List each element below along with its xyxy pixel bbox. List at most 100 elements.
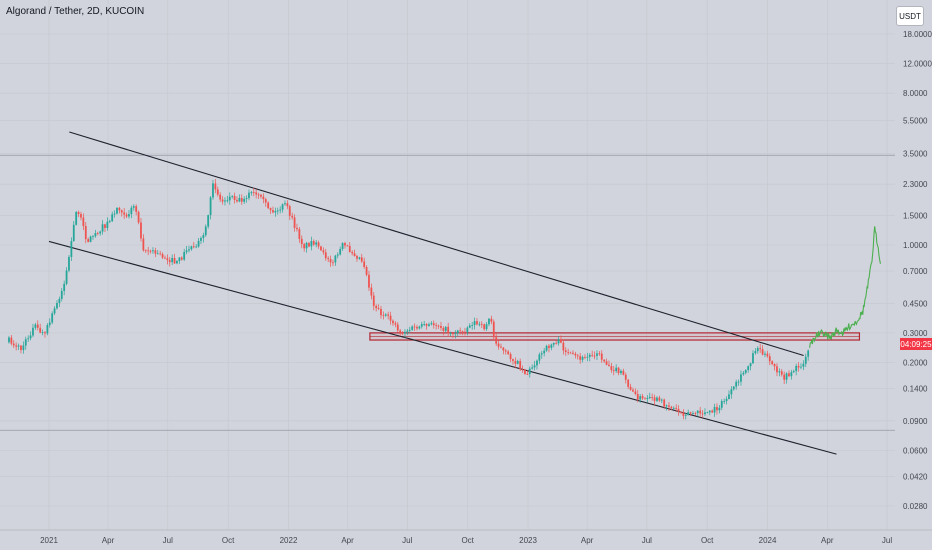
candle-body: [39, 327, 42, 333]
candle-body: [99, 231, 102, 234]
candle-body: [548, 345, 550, 348]
candle-body: [694, 413, 697, 414]
candle-body: [452, 333, 454, 335]
y-tick-label: 2.3000: [903, 180, 928, 189]
candle-body: [802, 363, 805, 367]
candle-body: [579, 356, 582, 360]
candle-body: [248, 192, 250, 199]
candle-body: [454, 333, 457, 335]
candle-body: [711, 410, 714, 413]
candle-body: [492, 321, 495, 338]
candle-body: [456, 330, 459, 334]
x-tick-label: Jul: [163, 536, 173, 545]
candle-body: [185, 250, 188, 253]
candle-body: [130, 207, 133, 215]
candle-body: [665, 405, 668, 407]
candle-body: [252, 192, 255, 193]
candle-body: [800, 366, 802, 368]
candle-body: [267, 202, 270, 209]
candle-body: [334, 255, 337, 263]
candle-body: [243, 198, 246, 202]
y-tick-label: 0.0280: [903, 502, 928, 511]
grid-lines: [0, 0, 895, 530]
y-axis[interactable]: 18.0000 12.0000 8.0000 5.5000 3.5000 2.3000 1.…: [896, 0, 932, 550]
candle-body: [807, 350, 810, 357]
candle-body: [538, 354, 541, 361]
candle-body: [735, 381, 738, 387]
candle-body: [255, 192, 258, 195]
candle-body: [701, 413, 704, 415]
candle-body: [797, 365, 800, 368]
candle-body: [293, 217, 296, 228]
candle-body: [596, 353, 598, 356]
candle-body: [416, 326, 418, 329]
candle-body: [72, 224, 75, 242]
channel-lower-line[interactable]: [48, 240, 837, 455]
y-tick-label: 0.4500: [903, 299, 928, 308]
candle-body: [372, 295, 375, 306]
candle-body: [423, 324, 426, 325]
candle-body: [329, 259, 332, 263]
candle-body: [272, 210, 274, 213]
candle-body: [53, 308, 56, 314]
candle-body: [226, 200, 229, 202]
candle-body: [742, 372, 745, 375]
candle-body: [771, 361, 774, 365]
candle-body: [363, 261, 366, 268]
candle-body: [231, 195, 234, 197]
candle-body: [788, 373, 790, 377]
candle-body: [696, 410, 699, 414]
candle-body: [315, 242, 318, 245]
candle-body: [574, 353, 577, 356]
y-tick-label: 3.5000: [903, 150, 928, 159]
candle-body: [497, 343, 500, 347]
x-tick-label: Apr: [581, 536, 594, 545]
candle-body: [298, 229, 301, 239]
candle-body: [764, 353, 766, 355]
candle-body: [346, 245, 349, 247]
candle-body: [639, 396, 642, 400]
candle-body: [555, 342, 558, 344]
candle-body: [216, 189, 219, 195]
candle-body: [327, 258, 330, 260]
candle-body: [656, 397, 658, 401]
candle-body: [188, 249, 190, 251]
candle-body: [612, 370, 615, 372]
candle-body: [756, 348, 759, 352]
candle-body: [581, 356, 584, 360]
x-tick-label: 2022: [280, 536, 298, 545]
candle-body: [260, 194, 262, 197]
candle-body: [288, 206, 291, 216]
x-axis[interactable]: 2021 Apr Jul Oct 2022 Apr Jul Oct 2023 Apr Jul Oct 2…: [0, 529, 932, 545]
candle-body: [149, 250, 152, 252]
x-tick-label: Oct: [222, 536, 235, 545]
candle-body: [233, 195, 236, 201]
candle-body: [620, 370, 622, 374]
candlesticks: [8, 179, 810, 420]
candle-body: [478, 323, 481, 325]
candle-body: [744, 370, 747, 373]
candle-body: [401, 332, 404, 334]
candle-body: [392, 320, 394, 324]
candle-body: [84, 226, 87, 240]
candle-body: [533, 365, 536, 368]
candle-body: [116, 207, 118, 214]
candle-body: [435, 325, 438, 326]
candle-body: [399, 330, 402, 333]
candle-body: [728, 394, 730, 399]
candle-body: [137, 211, 140, 223]
candle-body: [204, 226, 207, 236]
channel-upper-line[interactable]: [69, 131, 804, 357]
resistance-zone[interactable]: [369, 332, 861, 341]
candle-body: [689, 412, 692, 414]
candle-body: [704, 412, 706, 415]
candle-body: [562, 342, 565, 351]
y-tick-label: 0.3000: [903, 329, 928, 338]
currency-button[interactable]: USDT: [896, 6, 924, 26]
trend-channel[interactable]: [48, 131, 837, 455]
candle-body: [754, 351, 757, 354]
candle-body: [692, 413, 694, 414]
candle-body: [540, 353, 543, 355]
candle-body: [20, 345, 22, 351]
